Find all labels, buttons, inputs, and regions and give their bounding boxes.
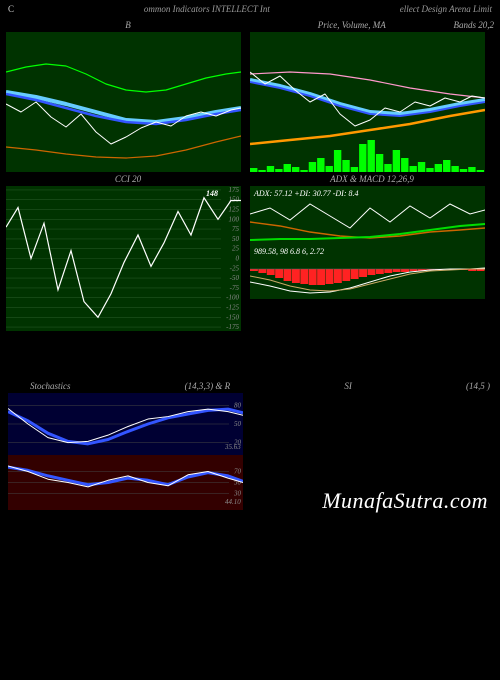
stoch-head-mid2: SI	[344, 381, 352, 391]
svg-text:-50: -50	[230, 274, 240, 282]
row-2: CCI 20 1751501251007550250-25-50-75-100-…	[0, 172, 500, 331]
svg-text:125: 125	[229, 206, 240, 214]
svg-text:-100: -100	[226, 294, 239, 302]
svg-text:-150: -150	[226, 313, 239, 321]
bb-right-title: Bands 20,2	[454, 20, 495, 30]
svg-text:100: 100	[229, 215, 240, 223]
svg-text:25: 25	[232, 245, 240, 253]
svg-text:0: 0	[236, 255, 240, 263]
price-title: Price, Volume, MA	[318, 20, 386, 30]
svg-text:35.63: 35.63	[224, 443, 241, 451]
svg-text:50: 50	[232, 235, 240, 243]
svg-text:44.10: 44.10	[225, 498, 241, 506]
chart-adx: ADX: 57.12 +DI: 30.77 -DI: 8.4	[250, 186, 485, 244]
row-1: B Price, Volume, MA Bands 20,2	[0, 18, 500, 172]
panel-adx-macd: ADX & MACD 12,26,9 ADX: 57.12 +DI: 30.77…	[250, 172, 494, 331]
svg-text:-175: -175	[226, 323, 239, 331]
svg-text:75: 75	[232, 225, 240, 233]
page-header: C ommon Indicators INTELLECT Int ellect …	[0, 0, 500, 18]
stoch-head-mid: (14,3,3) & R	[185, 381, 231, 391]
chart-bbands	[6, 32, 241, 172]
stoch-head-left: Stochastics	[30, 381, 71, 391]
adx-title: ADX & MACD 12,26,9	[330, 174, 414, 184]
header-right: ellect Design Arena Limit	[400, 4, 492, 14]
svg-text:-25: -25	[230, 264, 240, 272]
svg-text:148: 148	[206, 189, 218, 198]
svg-text:80: 80	[234, 401, 242, 409]
svg-text:30: 30	[233, 490, 242, 498]
cci-title: CCI 20	[115, 174, 141, 184]
bb-title: B	[125, 20, 131, 30]
svg-text:50: 50	[234, 420, 242, 428]
svg-text:175: 175	[229, 186, 240, 194]
stoch-head-right: (14,5 )	[466, 381, 490, 391]
header-mid: ommon Indicators INTELLECT Int	[144, 4, 270, 14]
chart-stoch-upper: 80502035.63	[8, 393, 243, 455]
chart-stoch-lower: 70503044.10	[8, 455, 243, 510]
svg-text:70: 70	[234, 468, 242, 476]
svg-text:-75: -75	[230, 284, 240, 292]
svg-text:989.58, 98 6.8: 989.58, 98 6.8 6, 2.72	[254, 247, 324, 256]
chart-price	[250, 32, 485, 172]
panel-cci: CCI 20 1751501251007550250-25-50-75-100-…	[6, 172, 250, 331]
svg-text:-125: -125	[226, 303, 239, 311]
chart-macd: 989.58, 98 6.8 6, 2.72	[250, 244, 485, 299]
header-left: C	[8, 4, 14, 14]
panel-bbands: B	[6, 18, 250, 172]
panel-price: Price, Volume, MA Bands 20,2	[250, 18, 494, 172]
panel-stochastics: Stochastics (14,3,3) & R SI (14,5 ) 80 50…	[0, 331, 500, 510]
svg-text:ADX: 57.12 +DI: 30.77 -DI: 8.: ADX: 57.12 +DI: 30.77 -DI: 8.4	[253, 189, 359, 198]
chart-cci: 1751501251007550250-25-50-75-100-125-150…	[6, 186, 241, 331]
